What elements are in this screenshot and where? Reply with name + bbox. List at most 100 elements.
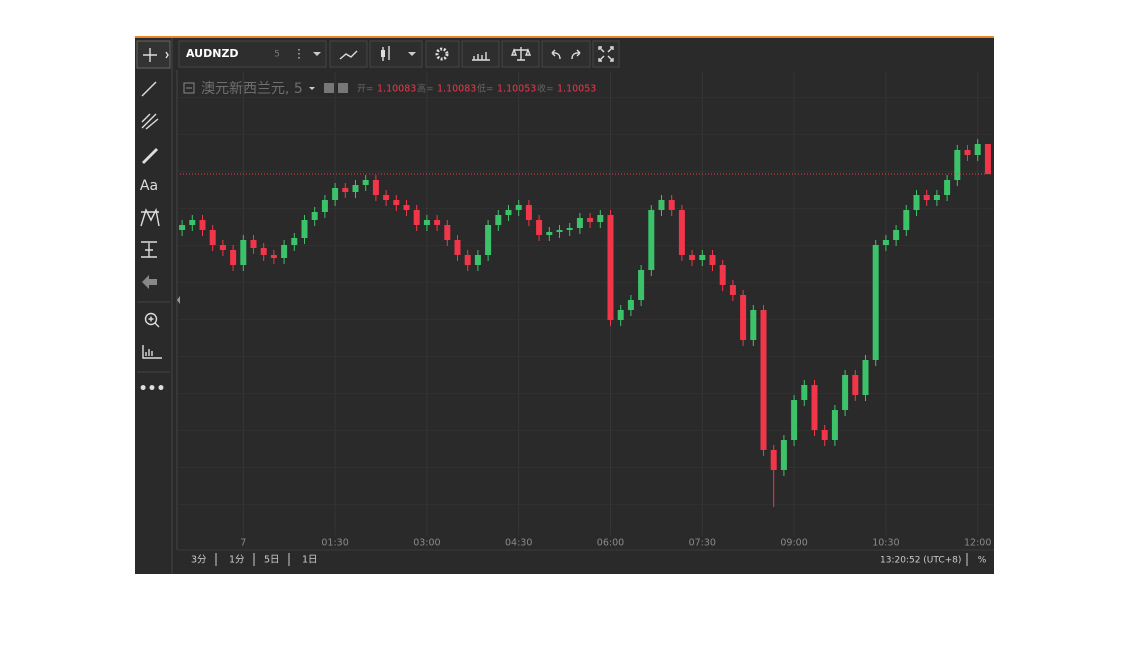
crosshair-icon <box>143 48 169 62</box>
candle-body <box>332 188 339 200</box>
zoom-tool[interactable] <box>144 312 158 326</box>
interval[interactable]: 5 <box>274 50 280 60</box>
measure-tool[interactable] <box>141 241 157 258</box>
candle-body <box>699 255 706 260</box>
candle-body <box>638 270 645 300</box>
candle-body <box>740 295 747 340</box>
candle-body <box>444 225 451 240</box>
pattern-tool[interactable] <box>140 207 160 227</box>
candle-body <box>546 232 553 235</box>
candle-body <box>311 212 318 220</box>
series-dropdown[interactable] <box>309 87 315 90</box>
undo-redo[interactable] <box>541 40 591 68</box>
candle-body <box>780 440 787 470</box>
candle-body <box>250 240 257 248</box>
x-tick-label: 03:00 <box>413 538 440 549</box>
more-tools[interactable]: ••• <box>139 381 166 397</box>
candle-body <box>352 185 359 192</box>
candle-body <box>219 245 226 250</box>
candle-body <box>760 310 767 450</box>
candle-body <box>464 255 471 265</box>
candle-body <box>791 400 798 440</box>
eye-icon[interactable] <box>324 83 334 93</box>
candle-body <box>495 215 502 225</box>
candle-body <box>230 250 237 265</box>
back-tool[interactable] <box>142 275 157 289</box>
brush-tool[interactable] <box>142 148 158 164</box>
bars-icon <box>472 52 490 61</box>
candle-body <box>821 430 828 440</box>
x-tick-label: 09:00 <box>780 538 807 549</box>
compare-button[interactable] <box>461 40 500 68</box>
indicator-button[interactable] <box>329 40 368 68</box>
collapse-arrow[interactable] <box>177 296 180 304</box>
close-value: 1.10053 <box>557 84 596 95</box>
open-label: 开= <box>357 84 374 95</box>
candle-body <box>270 255 277 258</box>
x-tick-label: 07:30 <box>689 538 716 549</box>
line-icon <box>339 50 358 60</box>
settings-icon[interactable] <box>338 83 348 93</box>
candle-body <box>587 218 594 222</box>
series-name: 澳元新西兰元, 5 <box>201 81 303 97</box>
gear-icon <box>435 47 449 61</box>
range-button[interactable]: 5日 <box>264 555 280 566</box>
candle-body <box>801 385 808 400</box>
grid-background <box>178 72 994 535</box>
candle-body <box>362 180 369 185</box>
range-button[interactable]: 1日 <box>302 555 318 566</box>
ruler-tool[interactable] <box>142 345 162 359</box>
x-tick-label: 01:30 <box>321 538 348 549</box>
menu-dots[interactable]: ⋮ <box>293 47 305 61</box>
candle-body <box>383 195 390 200</box>
candle-body <box>607 215 614 320</box>
x-tick-label: 10:30 <box>872 538 899 549</box>
candle-body <box>515 205 522 210</box>
pitchfork-tool[interactable] <box>141 113 159 130</box>
candle-body <box>525 205 532 220</box>
candle-body <box>750 310 757 340</box>
symbol-box[interactable] <box>178 40 327 68</box>
candle-body <box>770 450 777 470</box>
undo-icon <box>551 49 561 60</box>
candle-body <box>597 215 604 222</box>
candle-body <box>984 144 991 174</box>
candle-body <box>393 200 400 205</box>
candle-body <box>434 220 441 225</box>
candle-body <box>933 195 940 200</box>
candle-body <box>842 375 849 410</box>
scale-icon <box>510 47 532 61</box>
dropdown[interactable] <box>408 52 416 56</box>
dropdown[interactable] <box>313 52 321 56</box>
text-tool[interactable]: Aa <box>140 178 158 194</box>
x-tick-label: 06:00 <box>597 538 624 549</box>
range-button[interactable]: 3分 <box>191 555 207 566</box>
candle-body <box>944 180 951 195</box>
candle-body <box>893 230 900 240</box>
collapse-icon[interactable] <box>183 82 195 94</box>
left-toolbar: Aa ••• <box>136 38 173 574</box>
candle-body <box>719 265 726 285</box>
range-button[interactable]: 1分 <box>229 555 245 566</box>
candle-body <box>240 240 247 265</box>
candle-body <box>321 200 328 212</box>
chart-type-button[interactable] <box>369 40 423 68</box>
candle-body <box>566 228 573 230</box>
x-tick-label: 04:30 <box>505 538 532 549</box>
candle-body <box>485 225 492 255</box>
percent-toggle[interactable]: % <box>978 556 987 566</box>
close-label: 收= <box>537 83 554 95</box>
candle-body <box>831 410 838 440</box>
top-accent <box>135 36 994 38</box>
fullscreen-button[interactable] <box>592 40 620 68</box>
symbol[interactable]: AUDNZD <box>186 47 239 60</box>
candle-body <box>403 205 410 210</box>
candle-body <box>342 188 349 192</box>
high-label: 高= <box>417 83 434 95</box>
settings-button[interactable] <box>425 40 460 68</box>
trend-line-tool[interactable] <box>141 81 157 97</box>
low-value: 1.10053 <box>497 84 536 95</box>
candle-body <box>627 300 634 310</box>
expand-icon <box>598 46 614 62</box>
